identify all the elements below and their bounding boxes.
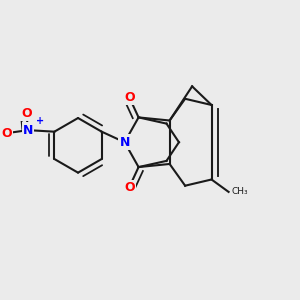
Text: N: N [119,136,130,149]
Text: O: O [21,106,32,120]
Text: CH₃: CH₃ [231,188,248,196]
Text: O: O [124,91,135,104]
Text: N: N [23,124,33,136]
Text: +: + [36,116,44,126]
Text: O: O [1,127,12,140]
Text: O: O [124,181,135,194]
